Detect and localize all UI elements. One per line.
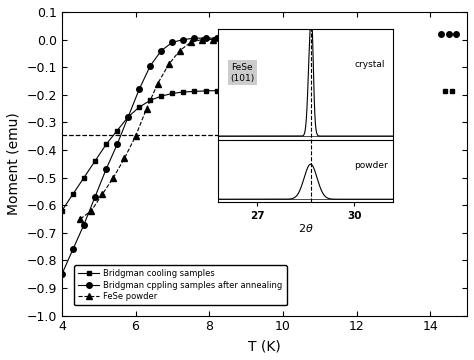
Bridgman cooling samples xyxy=(225,89,230,93)
FeSe powder xyxy=(89,208,94,213)
Bridgman cooling samples xyxy=(125,115,131,119)
Bridgman cppling samples after annealing xyxy=(181,37,186,42)
Bridgman cooling samples xyxy=(214,89,219,93)
Bridgman cppling samples after annealing xyxy=(70,247,76,252)
FeSe powder xyxy=(188,40,194,45)
FeSe powder xyxy=(122,156,128,161)
Bridgman cppling samples after annealing xyxy=(125,115,131,119)
Text: powder: powder xyxy=(355,161,388,170)
FeSe powder xyxy=(177,49,182,53)
FeSe powder xyxy=(100,192,105,196)
FeSe powder xyxy=(210,37,216,42)
Bridgman cooling samples xyxy=(92,159,98,163)
Bridgman cooling samples xyxy=(191,89,197,94)
Bridgman cppling samples after annealing xyxy=(158,49,164,53)
Bridgman cooling samples xyxy=(203,89,209,93)
FeSe powder xyxy=(144,107,149,111)
Bridgman cppling samples after annealing xyxy=(59,272,65,276)
FeSe powder xyxy=(77,217,83,221)
Bridgman cooling samples xyxy=(181,90,186,94)
Y-axis label: Moment (emu): Moment (emu) xyxy=(7,112,21,215)
Bridgman cooling samples xyxy=(103,142,109,147)
Bridgman cppling samples after annealing xyxy=(262,36,267,40)
FeSe powder xyxy=(110,175,116,180)
Bridgman cooling samples xyxy=(158,94,164,98)
Bridgman cooling samples xyxy=(243,89,249,93)
Text: crystal: crystal xyxy=(355,60,385,69)
Legend: Bridgman cooling samples, Bridgman cppling samples after annealing, FeSe powder: Bridgman cooling samples, Bridgman cppli… xyxy=(74,265,287,305)
Bridgman cooling samples xyxy=(317,89,322,93)
X-axis label: $2\theta$: $2\theta$ xyxy=(298,222,314,234)
Bridgman cppling samples after annealing xyxy=(92,195,98,199)
Bridgman cppling samples after annealing xyxy=(225,36,230,40)
Bridgman cooling samples xyxy=(262,89,267,93)
FeSe powder xyxy=(232,37,238,42)
Bridgman cooling samples xyxy=(81,175,87,180)
Bridgman cppling samples after annealing xyxy=(137,87,142,91)
Bridgman cppling samples after annealing xyxy=(280,36,286,40)
Bridgman cppling samples after annealing xyxy=(103,167,109,171)
Bridgman cooling samples xyxy=(137,105,142,109)
FeSe powder xyxy=(155,82,161,86)
Bridgman cppling samples after annealing xyxy=(243,36,249,40)
Line: Bridgman cppling samples after annealing: Bridgman cppling samples after annealing xyxy=(59,35,286,277)
Line: FeSe powder: FeSe powder xyxy=(78,37,238,222)
Bridgman cppling samples after annealing xyxy=(147,64,153,68)
Bridgman cppling samples after annealing xyxy=(114,142,120,147)
Bridgman cooling samples xyxy=(170,91,175,95)
Bridgman cooling samples xyxy=(147,98,153,103)
Bridgman cooling samples xyxy=(280,89,286,93)
Bridgman cppling samples after annealing xyxy=(170,40,175,45)
FeSe powder xyxy=(199,37,205,42)
Bridgman cooling samples xyxy=(59,208,65,213)
Bridgman cppling samples after annealing xyxy=(191,36,197,40)
FeSe powder xyxy=(166,62,172,67)
Bridgman cppling samples after annealing xyxy=(203,36,209,40)
X-axis label: T (K): T (K) xyxy=(248,339,281,353)
FeSe powder xyxy=(133,134,138,138)
Text: FeSe
(101): FeSe (101) xyxy=(230,63,255,82)
Bridgman cooling samples xyxy=(70,192,76,196)
Bridgman cooling samples xyxy=(114,129,120,133)
Line: Bridgman cooling samples: Bridgman cooling samples xyxy=(59,88,340,213)
Bridgman cppling samples after annealing xyxy=(81,222,87,227)
Bridgman cooling samples xyxy=(335,89,341,93)
FeSe powder xyxy=(221,37,227,42)
Bridgman cppling samples after annealing xyxy=(214,36,219,40)
